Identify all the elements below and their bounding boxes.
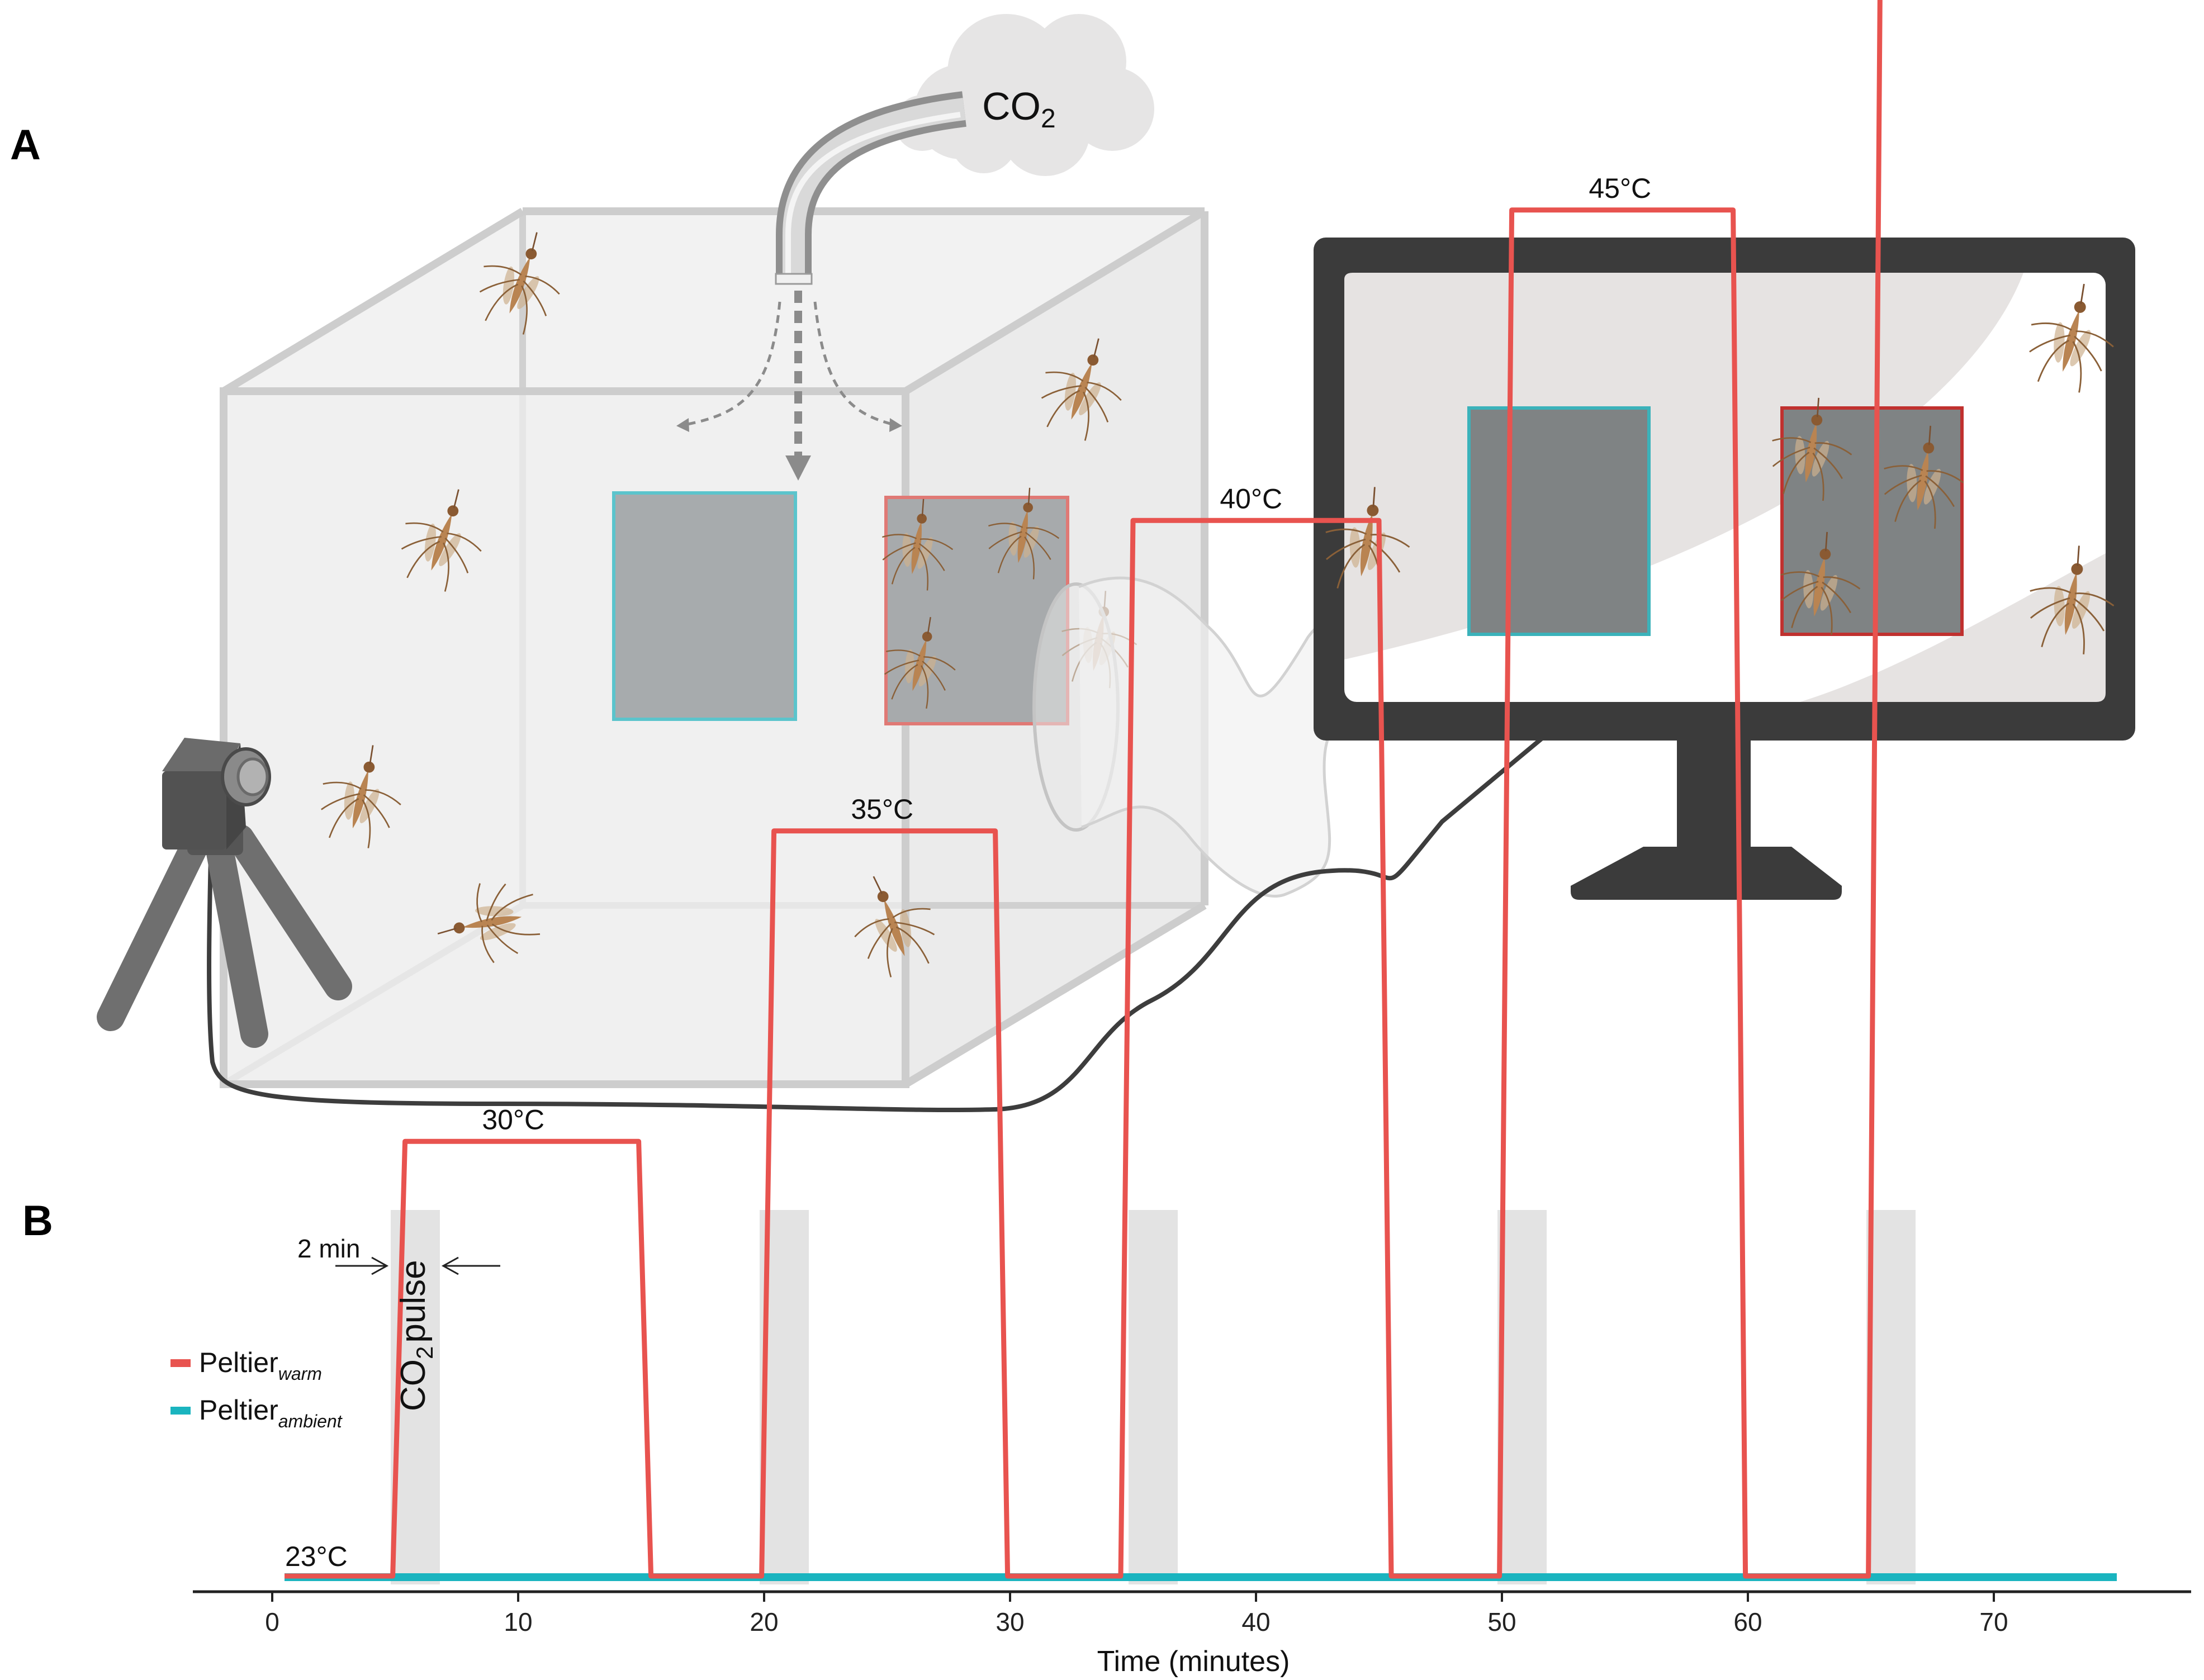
monitor-ambient-square <box>1467 406 1651 636</box>
x-tick-label: 0 <box>265 1607 279 1636</box>
x-tick-label: 30 <box>996 1607 1024 1636</box>
legend-warm-swatch <box>170 1359 191 1367</box>
peltier-ambient-square <box>612 491 797 721</box>
duration-annotation: 2 min <box>297 1234 500 1275</box>
monitor-base <box>1571 847 1842 900</box>
x-tick-label: 10 <box>504 1607 532 1636</box>
x-tick-label: 40 <box>1241 1607 1270 1636</box>
step-labels: 30°C35°C40°C45°C50°C <box>482 173 1651 1136</box>
step-temperature-label: 30°C <box>482 1104 544 1135</box>
step-temperature-label: 45°C <box>1589 173 1651 204</box>
baseline-label: 23°C <box>285 1541 348 1572</box>
cage-top-face <box>224 211 1205 391</box>
airflow-arrows <box>676 291 902 481</box>
cage-edges <box>220 207 1208 1088</box>
co2-pulse-label: CO2pulse <box>394 1260 438 1411</box>
co2-pulse-band <box>1866 1210 1916 1584</box>
co2-cloud-label: CO2 <box>982 84 1056 134</box>
camera-cable <box>207 735 1544 1113</box>
panel-b-label: B <box>22 1197 53 1245</box>
co2-pulse-band <box>1129 1210 1178 1584</box>
x-tick-label: 60 <box>1733 1607 1762 1636</box>
camera-icon <box>162 738 271 850</box>
x-tick-label: 50 <box>1487 1607 1516 1636</box>
x-axis-ticks: 0 10 20 30 40 50 60 70 <box>265 1592 2008 1636</box>
legend-warm-label: Peltierwarm <box>199 1347 322 1384</box>
duration-label: 2 min <box>297 1234 360 1263</box>
co2-pulse-band <box>1497 1210 1547 1584</box>
x-tick-label: 70 <box>1979 1607 2008 1636</box>
step-temperature-label: 40°C <box>1220 483 1282 514</box>
co2-pulse-bands <box>391 1210 1916 1584</box>
legend: Peltierwarm Peltierambient <box>170 1347 343 1431</box>
panel-a-label: A <box>10 121 41 169</box>
x-axis-label: Time (minutes) <box>1097 1645 1290 1678</box>
camera-tripod <box>97 822 352 1048</box>
monitor <box>1314 238 2135 900</box>
legend-ambient-swatch <box>170 1407 191 1415</box>
series-lines <box>285 0 2117 1581</box>
x-tick-label: 20 <box>750 1607 778 1636</box>
series-line-peltier-warm <box>285 0 1883 1579</box>
step-temperature-label: 35°C <box>851 794 913 825</box>
legend-ambient-label: Peltierambient <box>199 1394 343 1431</box>
